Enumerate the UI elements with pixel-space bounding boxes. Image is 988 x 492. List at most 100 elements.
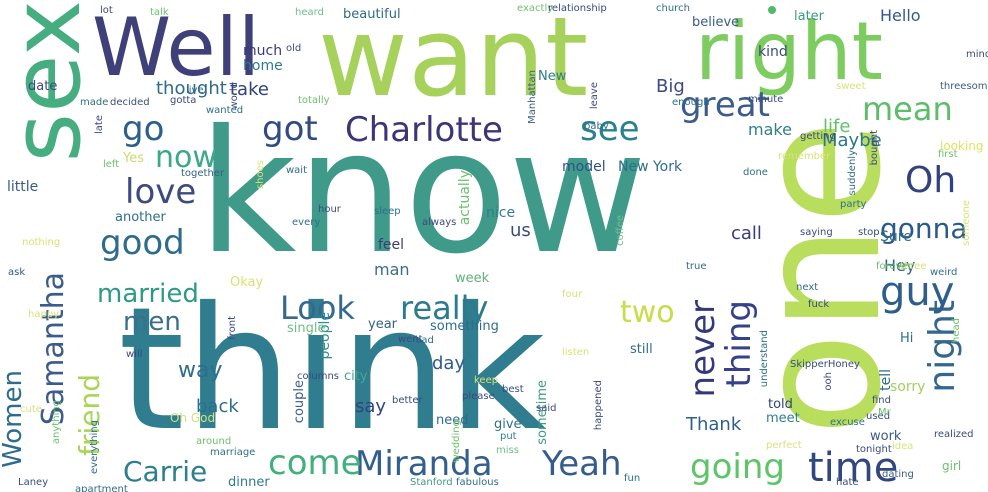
word: remember	[778, 151, 831, 162]
word: little	[7, 179, 39, 195]
word: baby	[584, 121, 609, 132]
word: take	[230, 79, 269, 100]
word: two	[620, 295, 675, 330]
word: married	[97, 279, 199, 309]
word: going	[690, 447, 785, 487]
word: life	[823, 116, 851, 137]
word: ask	[8, 267, 26, 278]
word: late	[94, 115, 105, 134]
word: us	[510, 220, 531, 241]
word: Stanford	[410, 477, 453, 488]
word: New	[538, 69, 567, 84]
word: ooh	[823, 372, 834, 391]
word: Miranda	[355, 444, 493, 484]
word: never	[683, 300, 723, 398]
word: minute	[748, 94, 784, 105]
word: stop	[858, 227, 880, 238]
word: idea	[892, 441, 914, 452]
word: want	[318, 0, 589, 121]
word: enough	[672, 97, 710, 108]
word: forever	[876, 261, 912, 272]
word: weird	[930, 267, 958, 278]
word: please	[462, 391, 495, 402]
word: relationship	[548, 3, 607, 14]
word: coffee	[615, 215, 626, 246]
word: columns	[297, 371, 340, 382]
word: around	[196, 436, 232, 447]
word: realized	[934, 429, 974, 440]
word: gotta	[170, 95, 197, 106]
word: said	[536, 403, 557, 414]
word: put	[500, 431, 517, 442]
word: bought	[869, 130, 880, 166]
word: will	[126, 349, 143, 360]
word: better	[392, 395, 423, 406]
word: Manhattan	[527, 70, 538, 124]
word: true	[686, 261, 707, 272]
word: girl	[942, 459, 962, 473]
word: Laney	[18, 477, 49, 488]
word: make	[748, 120, 792, 139]
word: excuse	[830, 417, 865, 428]
word: Hi	[900, 331, 914, 346]
word: wait	[286, 165, 308, 176]
word: something	[430, 319, 499, 334]
word: single	[287, 321, 326, 336]
word: heard	[295, 7, 324, 18]
word: looking	[940, 139, 984, 153]
word: wedding	[451, 420, 462, 463]
word: hate	[836, 477, 859, 488]
word: Oh God	[170, 411, 216, 425]
word: together	[181, 168, 225, 179]
word: told	[768, 397, 793, 412]
word: Okay	[230, 275, 264, 290]
word: church	[656, 3, 690, 14]
word: dating	[882, 469, 914, 480]
word: listen	[562, 347, 590, 358]
word: nothing	[22, 237, 61, 248]
word: great	[680, 85, 770, 125]
word: mind	[966, 49, 988, 60]
word: every	[292, 217, 321, 228]
word: come	[268, 443, 362, 483]
word: city	[344, 369, 368, 384]
word: love	[125, 172, 197, 212]
word: good	[100, 223, 185, 263]
word: still	[630, 342, 653, 357]
word: cute	[20, 404, 42, 415]
word: three	[900, 261, 927, 272]
word: sorry	[890, 379, 926, 395]
word: went	[398, 334, 423, 345]
word: work	[870, 429, 902, 444]
word: need	[436, 413, 469, 428]
word: bad	[415, 335, 434, 346]
word: decided	[110, 97, 150, 108]
word: old	[286, 43, 302, 54]
word: miss	[496, 445, 519, 456]
word: Women	[0, 370, 28, 468]
word: couple	[292, 380, 307, 424]
word: back	[196, 396, 239, 417]
word: apartment	[75, 484, 128, 492]
word: done	[743, 167, 768, 178]
word: beautiful	[343, 7, 401, 22]
word: live	[186, 85, 204, 96]
word: kind	[758, 44, 788, 60]
word: getting	[800, 131, 836, 142]
word: gonna	[880, 212, 968, 245]
word: leave	[589, 82, 600, 110]
word: fun	[624, 473, 641, 484]
word: sleep	[374, 206, 401, 217]
word: right	[695, 5, 883, 98]
word: Carrie	[123, 455, 208, 488]
word: made	[80, 97, 109, 108]
word: four	[562, 289, 583, 300]
word: perfect	[766, 440, 802, 451]
word: suddenly	[847, 150, 858, 196]
word: believe	[692, 15, 740, 30]
word: actually	[457, 170, 473, 226]
word: later	[794, 9, 825, 24]
word: Mr	[878, 407, 891, 418]
word: really	[400, 289, 489, 327]
